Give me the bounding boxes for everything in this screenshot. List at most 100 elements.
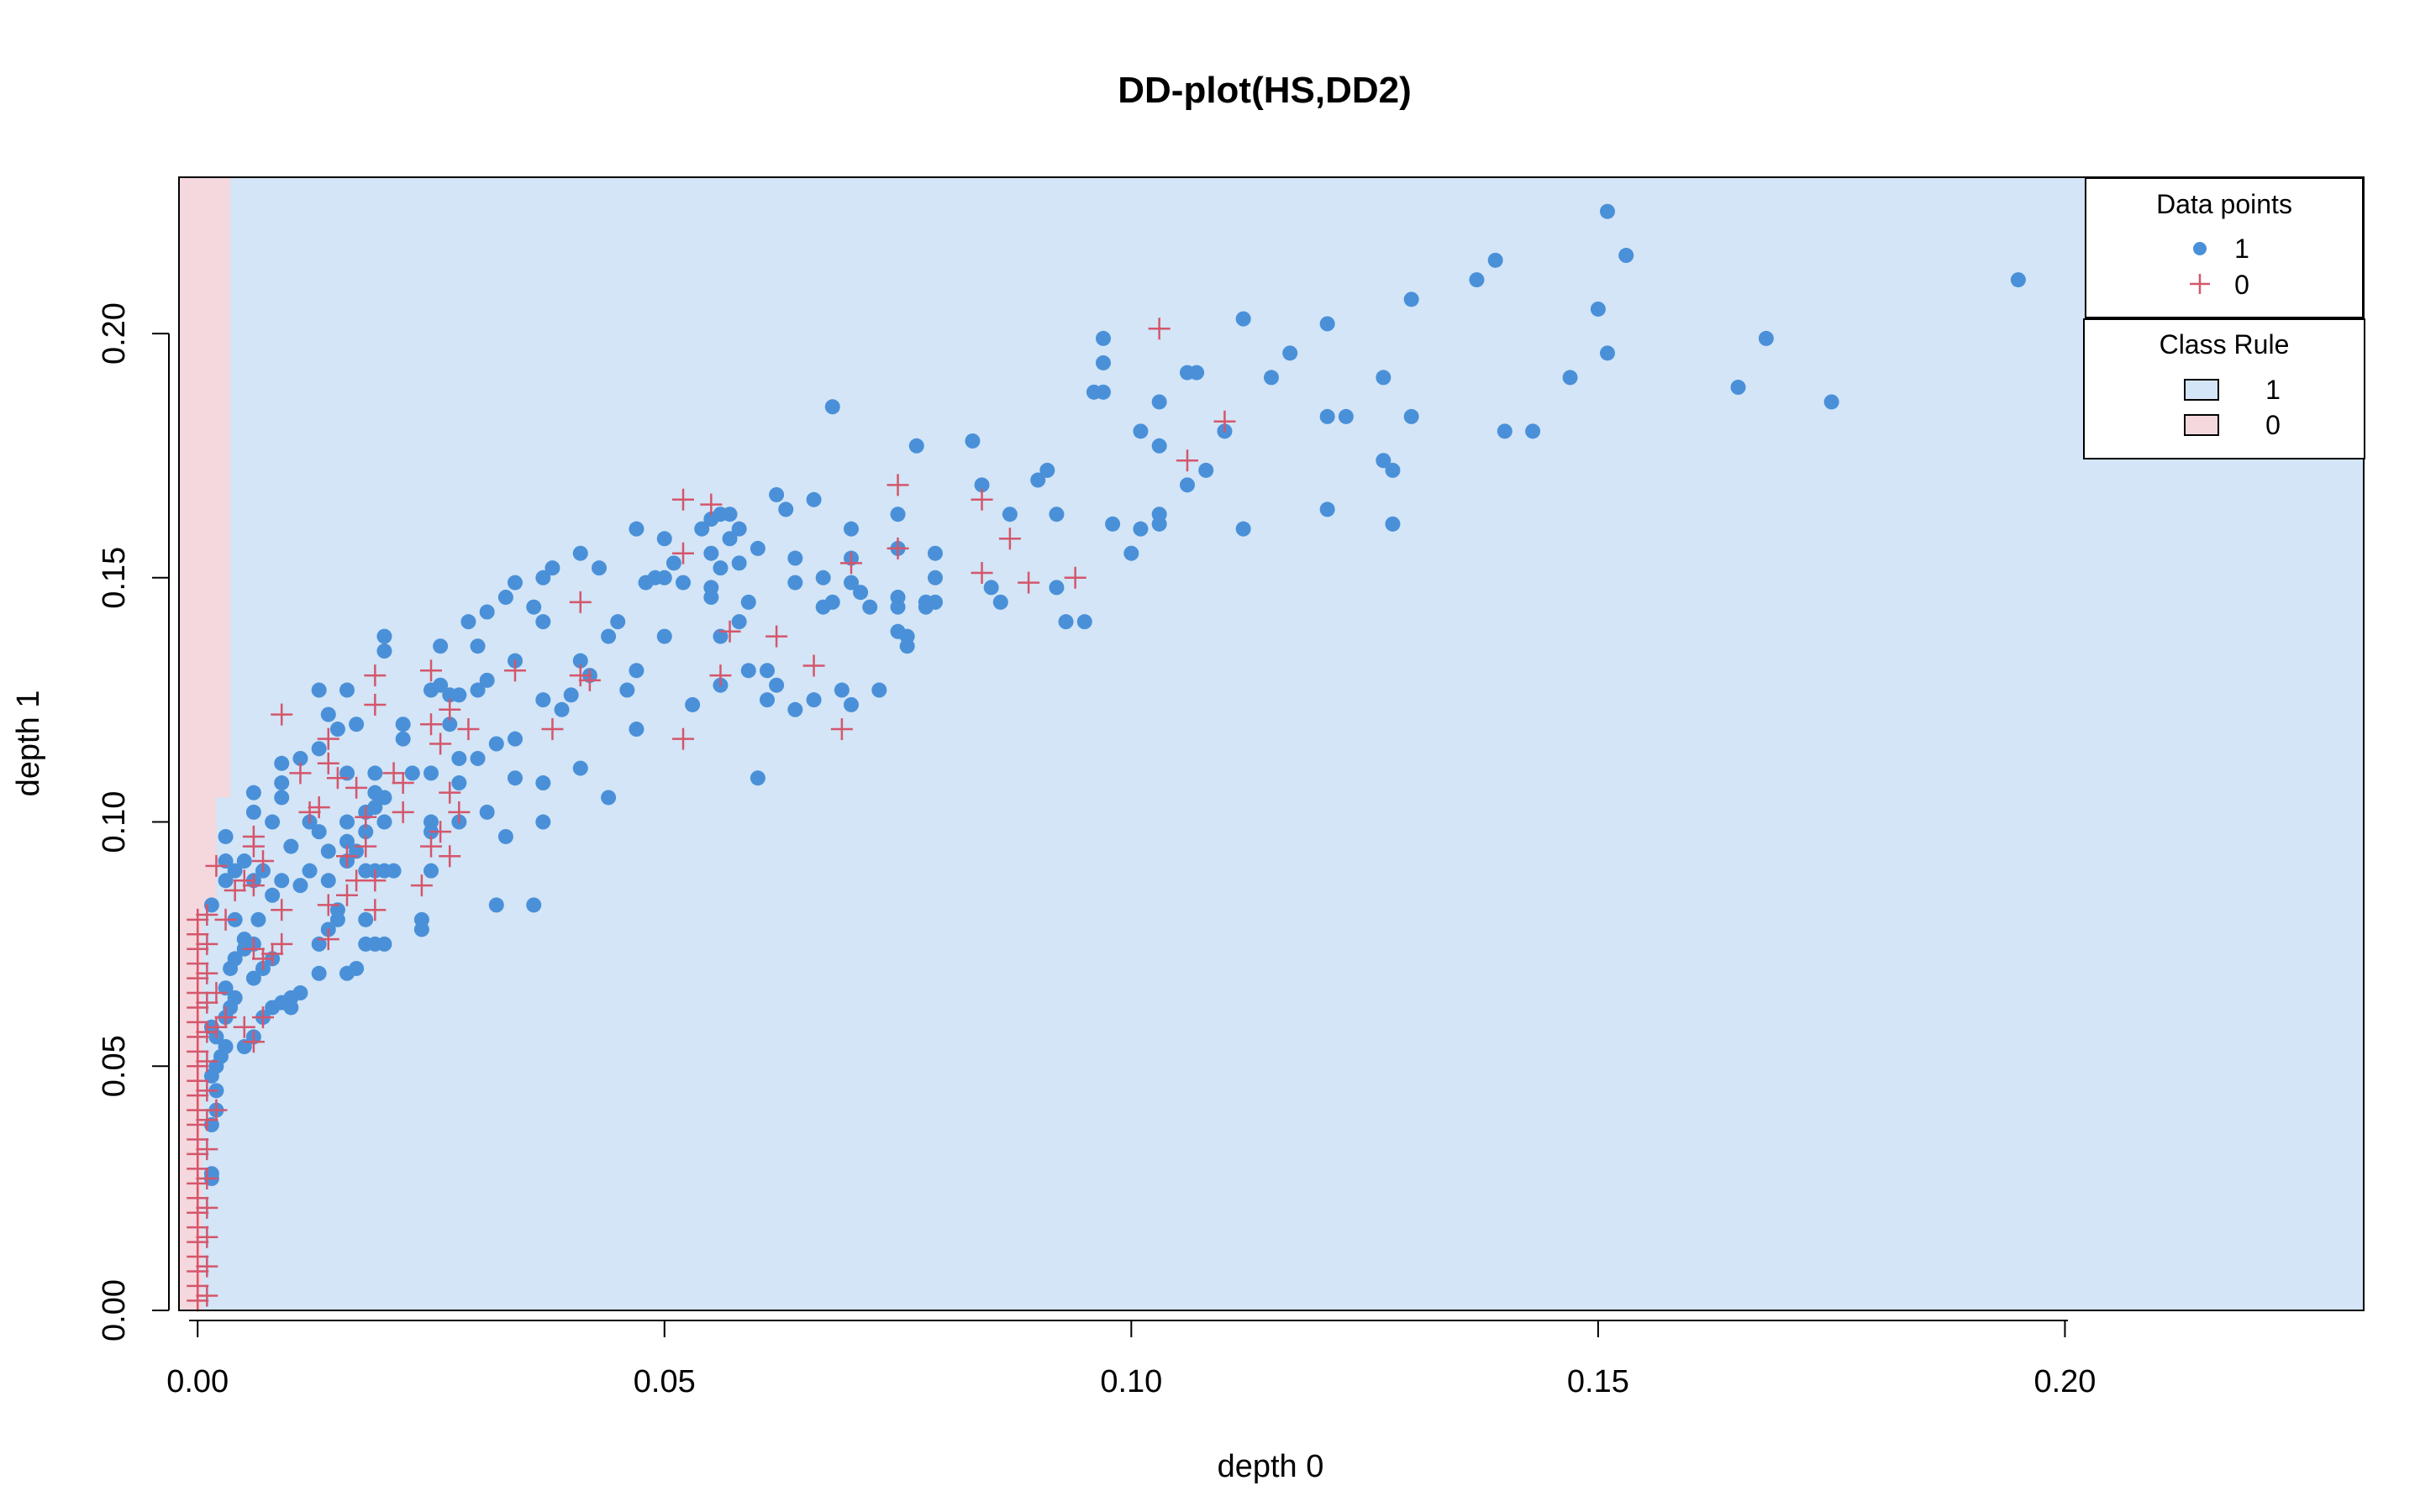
data-point-class-1 xyxy=(666,555,681,571)
data-point-class-0 xyxy=(261,942,284,965)
plot-frame xyxy=(178,176,2365,1311)
data-point-class-1 xyxy=(992,594,1008,610)
data-point-class-1 xyxy=(740,663,756,679)
data-point-class-1 xyxy=(890,599,906,615)
data-point-class-0 xyxy=(317,727,339,750)
data-point-class-1 xyxy=(508,575,523,591)
data-point-class-1 xyxy=(339,765,355,781)
data-point-class-1 xyxy=(572,545,588,561)
legend-swatch-class-1 xyxy=(2184,379,2219,401)
data-point-class-0 xyxy=(252,1006,274,1029)
data-point-class-1 xyxy=(245,970,261,986)
legend-marker-class-1 xyxy=(2193,242,2207,255)
data-point-class-0 xyxy=(840,552,862,575)
data-point-class-0 xyxy=(252,850,274,873)
data-point-class-1 xyxy=(760,663,775,679)
data-point-class-1 xyxy=(358,824,374,840)
data-point-class-1 xyxy=(1151,394,1167,410)
data-point-class-1 xyxy=(349,717,365,732)
data-point-class-1 xyxy=(1469,272,1485,288)
data-point-class-1 xyxy=(218,828,234,844)
data-point-class-0 xyxy=(410,874,433,897)
data-point-class-1 xyxy=(1133,521,1149,537)
data-point-class-1 xyxy=(526,599,542,615)
data-point-class-0 xyxy=(802,654,825,677)
data-point-class-0 xyxy=(205,1099,228,1121)
data-point-class-1 xyxy=(1385,462,1401,478)
data-point-class-1 xyxy=(1376,453,1392,469)
data-point-class-0 xyxy=(1213,410,1236,433)
data-point-class-1 xyxy=(1385,516,1401,532)
data-point-class-1 xyxy=(787,550,803,566)
data-point-class-1 xyxy=(703,545,719,561)
data-point-class-0 xyxy=(298,801,321,823)
data-point-class-1 xyxy=(329,902,345,918)
data-point-class-1 xyxy=(274,775,290,791)
data-point-class-1 xyxy=(1487,252,1503,268)
data-point-class-0 xyxy=(439,845,461,868)
data-point-class-1 xyxy=(1049,507,1065,522)
legend-label-class-0: 0 xyxy=(2234,270,2249,300)
data-point-class-0 xyxy=(196,1138,218,1161)
data-point-class-0 xyxy=(569,664,592,687)
data-point-class-0 xyxy=(541,718,564,741)
legend-class-rule-title: Class Rule xyxy=(2160,329,2290,360)
data-point-class-0 xyxy=(355,835,377,858)
data-point-class-0 xyxy=(196,1079,218,1102)
data-point-class-0 xyxy=(429,732,452,755)
x-axis: 0.00 0.05 0.10 0.15 0.20 xyxy=(166,1320,2096,1399)
data-point-class-1 xyxy=(787,575,803,591)
data-point-class-1 xyxy=(871,682,887,698)
data-point-class-0 xyxy=(998,528,1021,550)
data-point-class-1 xyxy=(1151,516,1167,532)
y-tick-label: 0.05 xyxy=(97,1035,132,1097)
data-point-class-0 xyxy=(205,982,228,1005)
data-point-class-1 xyxy=(1058,614,1074,630)
data-point-class-1 xyxy=(442,717,458,732)
data-point-class-1 xyxy=(349,843,365,859)
data-point-class-0 xyxy=(971,561,993,584)
data-point-class-1 xyxy=(1319,501,1335,517)
data-point-class-1 xyxy=(1600,203,1615,219)
data-point-class-1 xyxy=(227,951,243,967)
data-point-class-0 xyxy=(457,718,480,741)
data-point-class-0 xyxy=(196,1284,218,1307)
data-point-class-1 xyxy=(1497,423,1512,439)
y-axis-label: depth 1 xyxy=(11,690,46,797)
data-point-class-1 xyxy=(1600,345,1615,361)
data-point-class-0 xyxy=(196,1196,218,1219)
data-point-class-1 xyxy=(265,814,281,830)
data-point-class-1 xyxy=(731,614,747,630)
y-tick-label: 0.00 xyxy=(97,1279,132,1341)
data-point-class-0 xyxy=(971,488,993,511)
data-point-class-1 xyxy=(750,770,765,786)
data-point-class-1 xyxy=(227,863,243,879)
data-point-class-1 xyxy=(274,873,290,889)
data-point-class-0 xyxy=(336,845,358,868)
data-point-class-1 xyxy=(311,682,327,698)
data-point-class-1 xyxy=(974,477,990,493)
data-point-class-0 xyxy=(382,762,405,785)
data-point-class-1 xyxy=(1096,384,1111,400)
data-point-class-0 xyxy=(233,1016,255,1038)
data-point-class-1 xyxy=(1562,370,1578,386)
data-point-class-1 xyxy=(844,521,859,537)
data-point-class-0 xyxy=(429,821,452,843)
x-tick-label: 0.20 xyxy=(2033,1364,2096,1399)
data-point-class-1 xyxy=(433,677,449,693)
data-point-class-0 xyxy=(252,948,274,970)
data-point-class-1 xyxy=(2010,272,2026,288)
data-point-class-1 xyxy=(320,843,336,859)
data-point-class-0 xyxy=(242,937,265,960)
data-point-class-1 xyxy=(703,590,719,606)
data-point-class-0 xyxy=(233,869,255,892)
data-point-class-0 xyxy=(709,664,732,687)
data-point-class-1 xyxy=(311,965,327,981)
data-point-class-1 xyxy=(1403,408,1419,424)
data-point-class-0 xyxy=(187,908,209,931)
data-point-class-1 xyxy=(1180,477,1195,493)
data-point-class-0 xyxy=(196,1050,218,1073)
data-point-class-1 xyxy=(508,731,523,747)
data-point-class-1 xyxy=(750,540,765,556)
